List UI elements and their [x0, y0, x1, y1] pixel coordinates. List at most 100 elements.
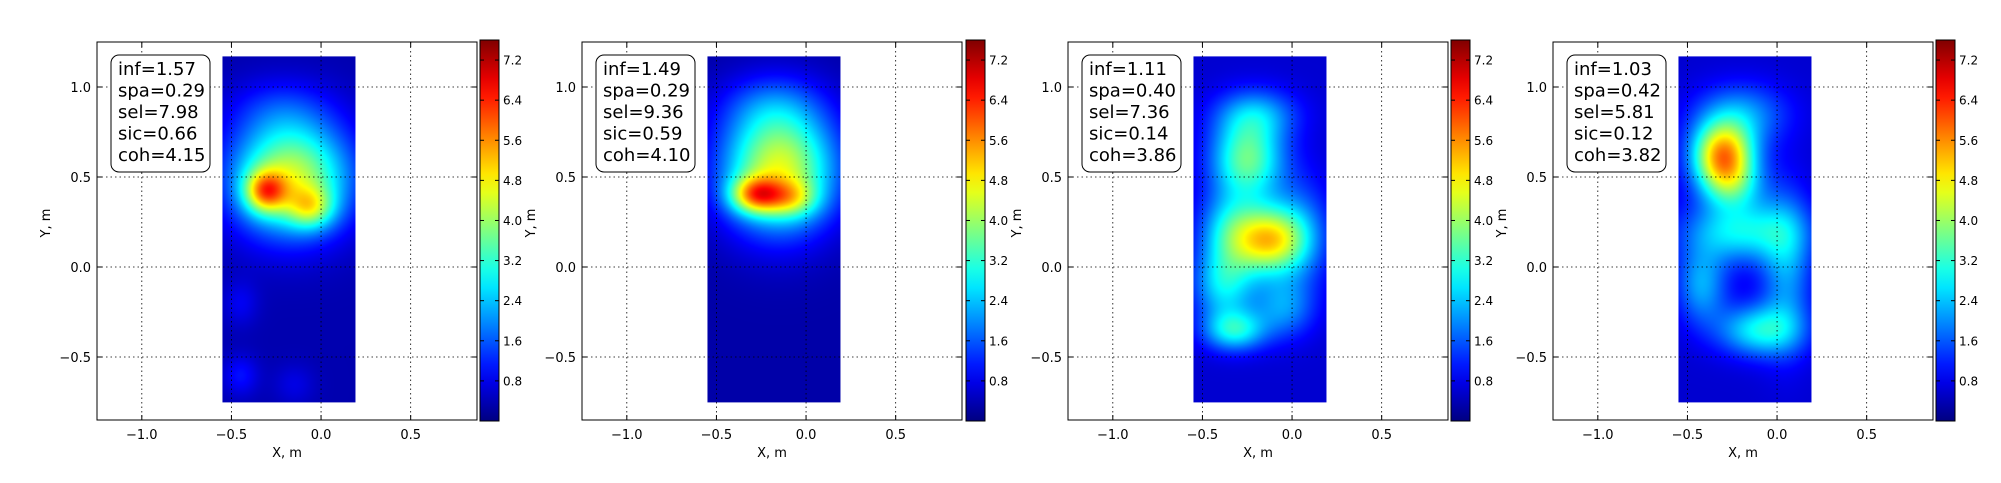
colorbar-tick-label: 0.8	[1474, 374, 1493, 388]
colorbar-tick-label: 7.2	[1959, 54, 1978, 68]
y-tick-label: −0.5	[1030, 351, 1062, 366]
stats-box	[1566, 54, 1667, 173]
colorbar: 0.8 1.6 2.4 3.2 4.0 4.8 5.6 6.4 7.2	[479, 39, 522, 422]
colorbar: 0.8 1.6 2.4 3.2 4.0 4.8 5.6 6.4 7.2	[1935, 39, 1978, 422]
y-axis-label: Y, m	[1010, 209, 1025, 239]
colorbar-tick-label: 3.2	[1474, 254, 1493, 268]
y-tick-label: −0.5	[544, 351, 576, 366]
colorbar-tick-label: 7.2	[989, 54, 1008, 68]
colorbar-tick-label: 5.6	[989, 134, 1008, 148]
x-tick-label: −0.5	[1672, 428, 1704, 443]
x-tick-label: −0.5	[701, 428, 733, 443]
x-tick-label: −1.0	[1582, 428, 1614, 443]
y-tick-label: 0.5	[70, 171, 91, 186]
colorbar-tick-label: 2.4	[1959, 294, 1978, 308]
y-tick-label: 1.0	[1041, 81, 1062, 96]
y-tick-label: 0.0	[70, 261, 91, 276]
colorbar-tick-label: 5.6	[1959, 134, 1978, 148]
subplot-4: −1.0 −0.5 0.0 0.5 −0.5 0.0 0.5 1.0 X, m Y, m inf=1…	[1495, 39, 1978, 461]
colorbar-tick-label: 1.6	[1959, 334, 1978, 348]
colorbar-tick-label: 2.4	[1474, 294, 1493, 308]
stats-line: inf=1.11	[1089, 59, 1167, 80]
stats-line: inf=1.57	[118, 59, 196, 80]
colorbar-gradient	[1935, 39, 1956, 422]
y-tick-label: 0.0	[555, 261, 576, 276]
x-tick-label: 0.5	[1371, 428, 1392, 443]
axes-frame	[1552, 41, 1934, 421]
colorbar-tick-label: 6.4	[989, 94, 1008, 108]
stats-line: coh=4.10	[603, 145, 690, 166]
colorbar-tick-label: 4.0	[503, 214, 522, 228]
x-tick-label: −1.0	[611, 428, 643, 443]
colorbar-tick-label: 0.8	[989, 374, 1008, 388]
stats-line: coh=3.86	[1089, 145, 1176, 166]
stats-line: sic=0.14	[1089, 124, 1168, 145]
colorbar-tick-label: 7.2	[1474, 54, 1493, 68]
x-axis-label: X, m	[1728, 446, 1758, 461]
y-axis-label: Y, m	[39, 209, 54, 239]
stats-line: spa=0.40	[1089, 81, 1176, 102]
y-tick-label: 1.0	[555, 81, 576, 96]
stats-line: inf=1.03	[1574, 59, 1652, 80]
y-tick-label: 0.0	[1526, 261, 1547, 276]
heatmap-image	[1193, 56, 1327, 403]
colorbar-tick-label: 0.8	[1959, 374, 1978, 388]
subplot-3: −1.0 −0.5 0.0 0.5 −0.5 0.0 0.5 1.0 X, m Y, m inf=1…	[1010, 39, 1493, 461]
y-tick-label: 0.5	[1041, 171, 1062, 186]
stats-line: coh=4.15	[118, 145, 205, 166]
heatmap-image	[222, 56, 356, 403]
stats-line: spa=0.42	[1574, 81, 1661, 102]
y-tick-label: 0.0	[1041, 261, 1062, 276]
axes-frame	[581, 41, 963, 421]
stats-line: sel=5.81	[1574, 102, 1655, 123]
x-tick-label: 0.5	[885, 428, 906, 443]
colorbar-gradient	[965, 39, 986, 422]
colorbar-tick-label: 4.8	[1959, 174, 1978, 188]
colorbar-tick-label: 1.6	[989, 334, 1008, 348]
stats-line: coh=3.82	[1574, 145, 1661, 166]
x-tick-label: 0.0	[311, 428, 332, 443]
y-tick-label: 1.0	[70, 81, 91, 96]
x-tick-label: −0.5	[216, 428, 248, 443]
x-tick-label: 0.0	[1282, 428, 1303, 443]
colorbar-tick-label: 5.6	[503, 134, 522, 148]
stats-box	[595, 54, 696, 173]
stats-box	[1081, 54, 1182, 173]
y-axis-label: Y, m	[524, 209, 539, 239]
stats-line: sic=0.59	[603, 124, 682, 145]
stats-line: spa=0.29	[603, 81, 690, 102]
colorbar-tick-label: 6.4	[503, 94, 522, 108]
subplot-1: −1.0 −0.5 0.0 0.5 −0.5 0.0 0.5 1.0 X, m Y, m inf=1…	[39, 39, 522, 461]
colorbar-gradient	[479, 39, 500, 422]
heatmap-image	[707, 56, 841, 403]
x-tick-label: −1.0	[126, 428, 158, 443]
colorbar: 0.8 1.6 2.4 3.2 4.0 4.8 5.6 6.4 7.2	[965, 39, 1008, 422]
colorbar-tick-label: 6.4	[1959, 94, 1978, 108]
colorbar-tick-label: 5.6	[1474, 134, 1493, 148]
colorbar-tick-label: 3.2	[989, 254, 1008, 268]
y-axis-label: Y, m	[1495, 209, 1510, 239]
y-tick-label: 0.5	[555, 171, 576, 186]
x-tick-label: −1.0	[1097, 428, 1129, 443]
x-tick-label: −0.5	[1187, 428, 1219, 443]
x-tick-label: 0.5	[400, 428, 421, 443]
stats-line: sic=0.66	[118, 124, 197, 145]
colorbar-gradient	[1450, 39, 1471, 422]
colorbar-tick-label: 3.2	[503, 254, 522, 268]
colorbar-tick-label: 0.8	[503, 374, 522, 388]
y-tick-label: 1.0	[1526, 81, 1547, 96]
subplot-2: −1.0 −0.5 0.0 0.5 −0.5 0.0 0.5 1.0 X, m Y, m inf=1…	[524, 39, 1008, 461]
colorbar-tick-label: 4.8	[989, 174, 1008, 188]
stats-line: spa=0.29	[118, 81, 205, 102]
y-tick-label: 0.5	[1526, 171, 1547, 186]
stats-box	[110, 54, 211, 173]
heatmap-image	[1678, 56, 1812, 403]
colorbar-tick-label: 2.4	[989, 294, 1008, 308]
colorbar-tick-label: 4.0	[1959, 214, 1978, 228]
colorbar-tick-label: 3.2	[1959, 254, 1978, 268]
colorbar-tick-label: 1.6	[503, 334, 522, 348]
axes-frame	[1067, 41, 1449, 421]
x-tick-label: 0.0	[1767, 428, 1788, 443]
colorbar-tick-label: 1.6	[1474, 334, 1493, 348]
